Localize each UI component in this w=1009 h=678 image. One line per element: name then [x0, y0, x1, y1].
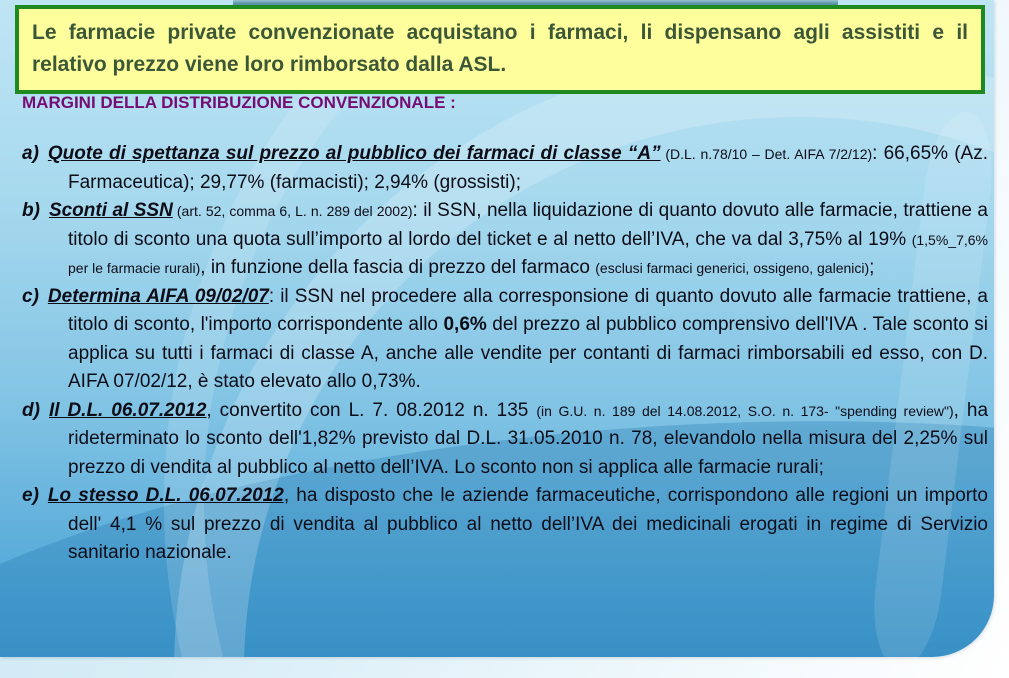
list-item-e: e) Lo stesso D.L. 06.07.2012, ha disposto…: [22, 482, 988, 568]
item-e-text: , ha disposto che le aziende farmaceutic…: [68, 485, 988, 563]
callout-box: Le farmacie private convenzionate acquis…: [15, 5, 985, 94]
item-b-note-esclusi: (esclusi farmaci generici, ossigeno, gal…: [595, 260, 870, 276]
item-c-title: Determina AIFA 09/02/07: [47, 285, 269, 307]
item-b-text-2: , in funzione della fascia di prezzo del…: [200, 257, 596, 278]
cropped-title-bar: [233, 0, 838, 7]
list-item-a: a) Quote di spettanza sul prezzo al pubbl…: [22, 140, 988, 197]
item-e-marker: e): [22, 485, 39, 506]
item-b-reference: (art. 52, comma 6, L. n. 289 del 2002): [172, 203, 413, 219]
item-a-marker: a): [22, 143, 39, 164]
list-item-d: d) Il D.L. 06.07.2012, convertito con L. …: [22, 397, 988, 483]
item-d-text: , convertito con L. 7. 08.2012 n. 135: [206, 399, 537, 421]
item-b-marker: b): [22, 200, 40, 221]
item-c-percentage: 0,6%: [443, 314, 487, 335]
item-c-text-2: del prezzo al pubblico comprensivo dell'…: [68, 314, 988, 392]
item-a-reference: (D.L. n.78/10 – Det. AIFA 7/2/12): [660, 146, 873, 162]
margin-rules-list: a) Quote di spettanza sul prezzo al pubbl…: [22, 140, 988, 568]
item-c-marker: c): [22, 285, 39, 307]
callout-text: Le farmacie private convenzionate acquis…: [32, 21, 968, 76]
item-c-text: : il SSN nel procedere alla corresponsio…: [68, 285, 988, 336]
item-d-marker: d): [22, 399, 40, 421]
item-b-note-rurali: (1,5%_7,6% per le farmacie rurali): [68, 231, 988, 277]
item-b-text-3: ;: [869, 257, 875, 278]
item-d-title: Il D.L. 06.07.2012: [48, 399, 207, 421]
item-b-title: Sconti al SSN: [48, 200, 173, 221]
item-e-title: Lo stesso D.L. 06.07.2012: [47, 485, 284, 506]
section-heading: MARGINI DELLA DISTRIBUZIONE CONVENZIONAL…: [22, 93, 456, 112]
slide-body: MARGINI DELLA DISTRIBUZIONE CONVENZIONAL…: [22, 93, 988, 568]
list-item-b: b) Sconti al SSN (art. 52, comma 6, L. n.…: [22, 197, 988, 283]
item-d-text-2: , ha rideterminato lo sconto dell'1,82% …: [68, 399, 989, 478]
item-a-title: Quote di spettanza sul prezzo al pubblic…: [47, 143, 661, 164]
item-b-text: : il SSN, nella liquidazione di quanto d…: [68, 200, 988, 250]
item-a-text: : 66,65% (Az. Farmaceutica); 29,77% (far…: [68, 143, 988, 193]
item-d-reference: (in G.U. n. 189 del 14.08.2012, S.O. n. …: [536, 402, 954, 419]
presentation-slide: Le farmacie private convenzionate acquis…: [0, 0, 994, 657]
list-item-c: c) Determina AIFA 09/02/07: il SSN nel pr…: [22, 283, 988, 397]
